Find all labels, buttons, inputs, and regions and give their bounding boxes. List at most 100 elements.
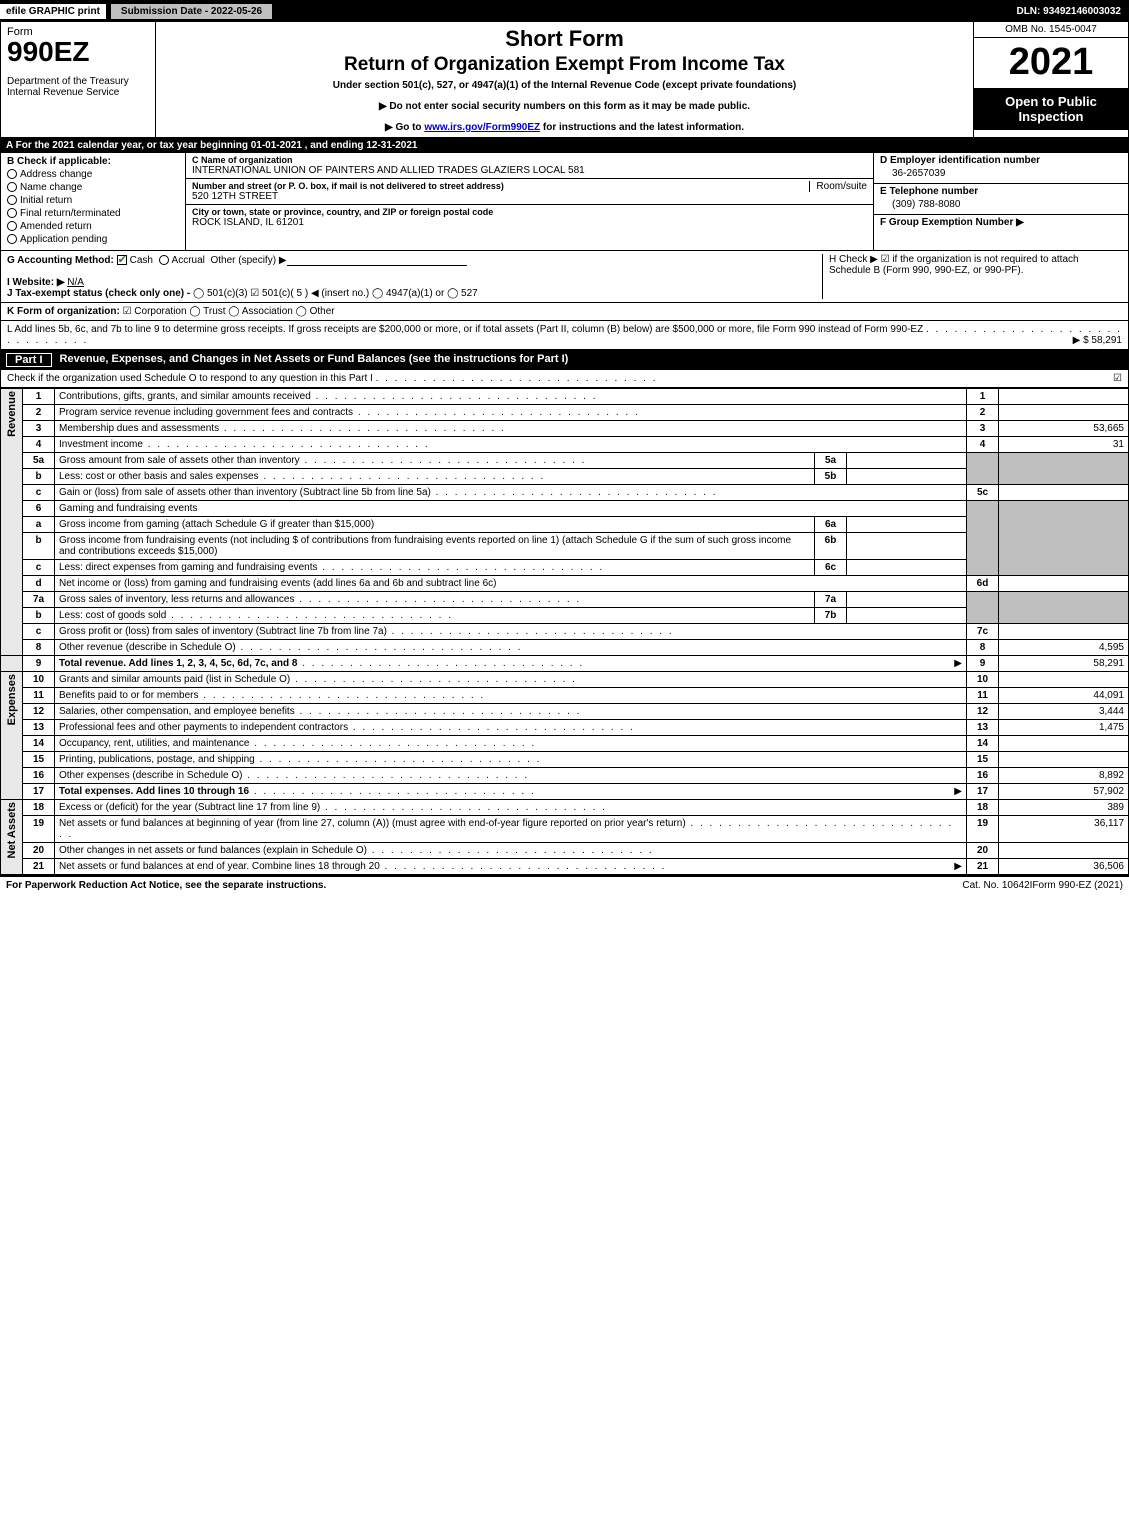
top-bar: efile GRAPHIC print Submission Date - 20… bbox=[0, 0, 1129, 22]
line-2-desc: Program service revenue including govern… bbox=[55, 405, 967, 421]
line-5a-sn: 5a bbox=[815, 453, 847, 469]
line-6d-num: d bbox=[23, 576, 55, 592]
dept-label: Department of the Treasury Internal Reve… bbox=[7, 76, 149, 98]
line-6a-val bbox=[847, 517, 967, 533]
line-9-amt: 58,291 bbox=[999, 656, 1129, 672]
ein-value: 36-2657039 bbox=[892, 168, 1122, 179]
line-7a-sn: 7a bbox=[815, 592, 847, 608]
j-options: ◯ 501(c)(3) ☑ 501(c)( 5 ) ◀ (insert no.)… bbox=[193, 288, 478, 299]
dln-label: DLN: 93492146003032 bbox=[1008, 4, 1129, 19]
line-11-num: 11 bbox=[23, 688, 55, 704]
header-right: OMB No. 1545-0047 2021 Open to Public In… bbox=[973, 22, 1128, 137]
line-19-desc: Net assets or fund balances at beginning… bbox=[55, 816, 967, 843]
line-11-amt: 44,091 bbox=[999, 688, 1129, 704]
line-6-num: 6 bbox=[23, 501, 55, 517]
line-16-num: 16 bbox=[23, 768, 55, 784]
line-1-ref: 1 bbox=[967, 389, 999, 405]
line-10-desc: Grants and similar amounts paid (list in… bbox=[55, 672, 967, 688]
line-12-ref: 12 bbox=[967, 704, 999, 720]
line-4-desc: Investment income bbox=[55, 437, 967, 453]
chk-final-return[interactable]: Final return/terminated bbox=[7, 208, 179, 219]
line-20-ref: 20 bbox=[967, 843, 999, 859]
form-header: Form 990EZ Department of the Treasury In… bbox=[0, 22, 1129, 138]
opt-cash: Cash bbox=[130, 255, 153, 266]
line-6d-desc: Net income or (loss) from gaming and fun… bbox=[55, 576, 967, 592]
line-3-amt: 53,665 bbox=[999, 421, 1129, 437]
line-19-ref: 19 bbox=[967, 816, 999, 843]
chk-accrual[interactable] bbox=[159, 255, 169, 265]
chk-amended-return[interactable]: Amended return bbox=[7, 221, 179, 232]
footer-cat-no: Cat. No. 10642I bbox=[962, 880, 1032, 891]
part-1-label: Part I bbox=[6, 353, 52, 367]
org-name: INTERNATIONAL UNION OF PAINTERS AND ALLI… bbox=[192, 165, 867, 176]
tax-year: 2021 bbox=[974, 38, 1128, 88]
line-17-desc: Total expenses. Add lines 10 through 16 … bbox=[55, 784, 967, 800]
line-15-ref: 15 bbox=[967, 752, 999, 768]
line-3-ref: 3 bbox=[967, 421, 999, 437]
line-7c-num: c bbox=[23, 624, 55, 640]
line-6b-sn: 6b bbox=[815, 533, 847, 560]
phone-value: (309) 788-8080 bbox=[892, 199, 1122, 210]
line-12-amt: 3,444 bbox=[999, 704, 1129, 720]
line-7c-ref: 7c bbox=[967, 624, 999, 640]
line-6b-num: b bbox=[23, 533, 55, 560]
irs-link[interactable]: www.irs.gov/Form990EZ bbox=[424, 122, 540, 133]
line-5a-desc: Gross amount from sale of assets other t… bbox=[55, 453, 815, 469]
submission-date: Submission Date - 2022-05-26 bbox=[110, 3, 273, 20]
line-10-num: 10 bbox=[23, 672, 55, 688]
part-1-check-row: Check if the organization used Schedule … bbox=[0, 370, 1129, 388]
line-13-amt: 1,475 bbox=[999, 720, 1129, 736]
title-sub: Return of Organization Exempt From Incom… bbox=[164, 54, 965, 76]
line-21-ref: 21 bbox=[967, 859, 999, 875]
line-4-amt: 31 bbox=[999, 437, 1129, 453]
line-7a-val bbox=[847, 592, 967, 608]
line-6a-desc: Gross income from gaming (attach Schedul… bbox=[55, 517, 815, 533]
k-label: K Form of organization: bbox=[7, 306, 120, 317]
line-16-amt: 8,892 bbox=[999, 768, 1129, 784]
chk-address-change[interactable]: Address change bbox=[7, 169, 179, 180]
line-10-amt bbox=[999, 672, 1129, 688]
website-value: N/A bbox=[67, 277, 84, 288]
line-21-amt: 36,506 bbox=[999, 859, 1129, 875]
line-18-amt: 389 bbox=[999, 800, 1129, 816]
chk-initial-return[interactable]: Initial return bbox=[7, 195, 179, 206]
efile-label[interactable]: efile GRAPHIC print bbox=[0, 4, 106, 19]
f-group-exemption-label: F Group Exemption Number ▶ bbox=[880, 217, 1024, 228]
line-7b-sn: 7b bbox=[815, 608, 847, 624]
sub3-suffix: for instructions and the latest informat… bbox=[543, 122, 744, 133]
line-5a-num: 5a bbox=[23, 453, 55, 469]
line-5b-val bbox=[847, 469, 967, 485]
room-suite-label: Room/suite bbox=[809, 181, 867, 192]
line-12-num: 12 bbox=[23, 704, 55, 720]
line-10-ref: 10 bbox=[967, 672, 999, 688]
line-13-desc: Professional fees and other payments to … bbox=[55, 720, 967, 736]
line-21-desc: Net assets or fund balances at end of ye… bbox=[55, 859, 967, 875]
chk-name-change[interactable]: Name change bbox=[7, 182, 179, 193]
j-label: J Tax-exempt status (check only one) - bbox=[7, 288, 190, 299]
row-l: L Add lines 5b, 6c, and 7b to line 9 to … bbox=[0, 321, 1129, 350]
line-20-num: 20 bbox=[23, 843, 55, 859]
line-13-num: 13 bbox=[23, 720, 55, 736]
chk-cash[interactable] bbox=[117, 255, 127, 265]
line-20-amt bbox=[999, 843, 1129, 859]
line-8-ref: 8 bbox=[967, 640, 999, 656]
chk-application-pending[interactable]: Application pending bbox=[7, 234, 179, 245]
line-5b-num: b bbox=[23, 469, 55, 485]
line-1-desc: Contributions, gifts, grants, and simila… bbox=[55, 389, 967, 405]
line-18-ref: 18 bbox=[967, 800, 999, 816]
header-center: Short Form Return of Organization Exempt… bbox=[156, 22, 973, 137]
box-b-label: B Check if applicable: bbox=[7, 156, 179, 167]
g-label: G Accounting Method: bbox=[7, 255, 114, 266]
line-11-desc: Benefits paid to or for members bbox=[55, 688, 967, 704]
line-6c-num: c bbox=[23, 560, 55, 576]
city-state-zip: ROCK ISLAND, IL 61201 bbox=[192, 217, 867, 228]
line-14-desc: Occupancy, rent, utilities, and maintena… bbox=[55, 736, 967, 752]
line-5b-sn: 5b bbox=[815, 469, 847, 485]
part-1-checkbox[interactable]: ☑ bbox=[1113, 373, 1122, 384]
line-2-amt bbox=[999, 405, 1129, 421]
line-6c-val bbox=[847, 560, 967, 576]
line-8-desc: Other revenue (describe in Schedule O) bbox=[55, 640, 967, 656]
line-6a-sn: 6a bbox=[815, 517, 847, 533]
line-5c-ref: 5c bbox=[967, 485, 999, 501]
line-6d-amt bbox=[999, 576, 1129, 592]
